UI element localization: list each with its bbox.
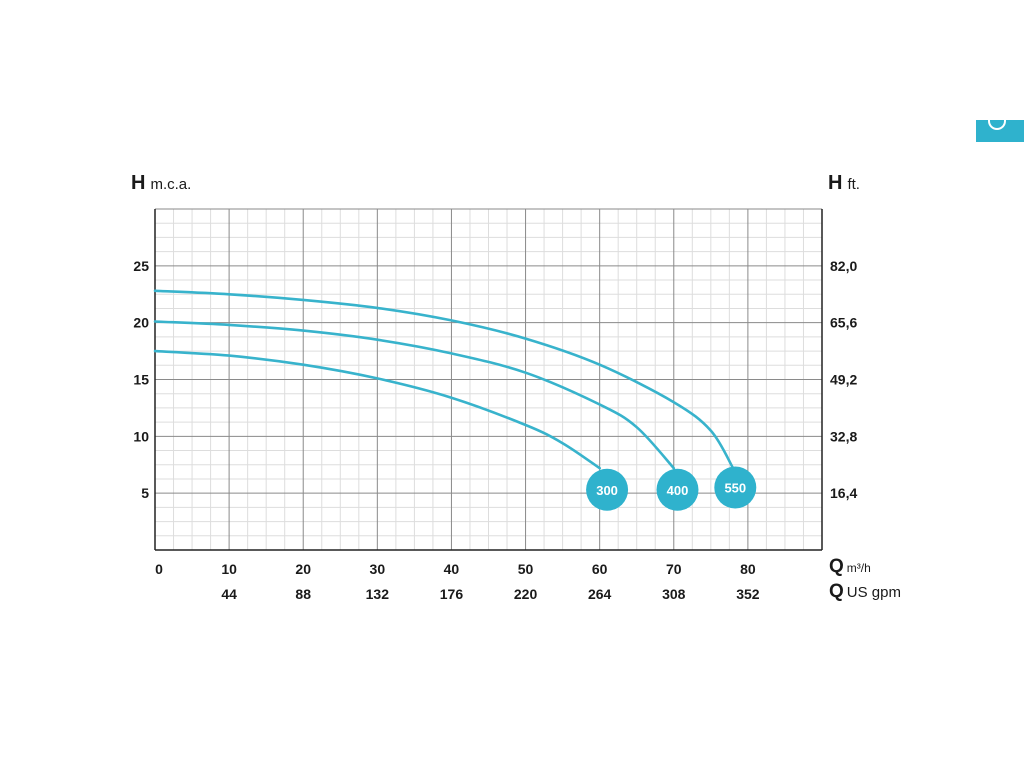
y2-tick-label: 16,4 [830,485,857,501]
corner-tab [976,114,1024,142]
x-tick-label: 70 [666,561,682,577]
series-curve-300 [153,349,601,470]
series-badge-label: 400 [667,483,689,498]
x2-tick-label: 220 [514,586,538,602]
x-tick-label: 10 [221,561,237,577]
left-axis-symbol: H [131,172,146,194]
y-tick-label: 10 [133,428,149,444]
x2-tick-label: 44 [221,586,237,602]
x2-tick-label: 176 [440,586,464,602]
right-axis-unit: ft. [847,176,860,193]
y-tick-label: 5 [141,485,149,501]
x2-tick-label: 88 [295,586,311,602]
x-tick-label: 40 [444,561,460,577]
x-tick-label: 0 [155,561,163,577]
y-tick-label: 15 [133,372,149,388]
x-primary-axis-unit: m³/h [846,561,871,575]
curved-glyph-icon [988,114,1006,130]
x-secondary-axis-symbol: Q [829,581,844,602]
x-primary-axis-symbol: Q [829,556,844,577]
x2-tick-label: 352 [736,586,760,602]
x-tick-label: 80 [740,561,756,577]
series-badge-label: 300 [596,483,618,498]
x-tick-label: 60 [592,561,608,577]
x-tick-label: 20 [295,561,311,577]
series-badge-circle [586,468,629,511]
series-badge-circle [656,468,699,511]
x2-tick-label: 264 [588,586,612,602]
x2-tick-label: 308 [662,586,686,602]
series-badge-400: 400 [656,468,699,511]
y2-tick-label: 82,0 [830,258,857,274]
series-curve-400 [153,320,676,470]
y-tick-label: 25 [133,258,149,274]
series-badge-300: 300 [586,468,629,511]
x-tick-label: 50 [518,561,534,577]
x-secondary-axis-unit: US gpm [846,584,901,601]
y2-tick-label: 49,2 [830,372,857,388]
left-axis-unit: m.c.a. [150,176,192,193]
series-badge-label: 550 [724,480,746,495]
series-badge-circle [714,466,757,509]
series-curve-550 [153,289,735,470]
right-axis-symbol: H [828,172,843,194]
series-badge-550: 550 [714,466,757,509]
y-tick-label: 20 [133,315,149,331]
y2-tick-label: 32,8 [830,428,857,444]
x2-tick-label: 132 [366,586,390,602]
x-secondary-axis-title: Q US gpm [829,581,901,603]
x-tick-label: 30 [370,561,386,577]
y2-tick-label: 65,6 [830,315,857,331]
